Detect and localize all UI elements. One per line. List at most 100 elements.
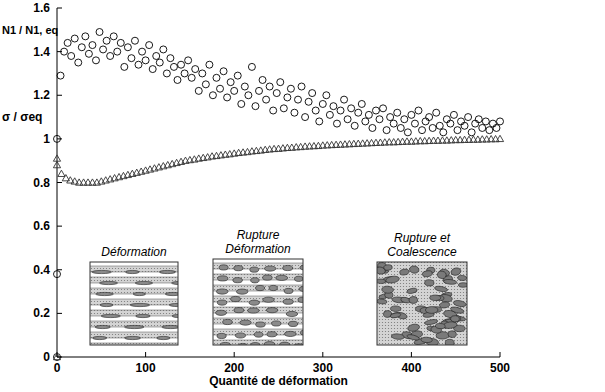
point bbox=[436, 122, 443, 129]
schematic-band-edge bbox=[90, 343, 178, 344]
schematic-drop bbox=[390, 312, 401, 318]
point bbox=[54, 135, 61, 142]
point bbox=[167, 55, 174, 62]
schematic-drop bbox=[231, 296, 241, 301]
point bbox=[319, 100, 326, 107]
point bbox=[71, 178, 78, 184]
schematic-content bbox=[377, 262, 467, 345]
point bbox=[472, 120, 479, 127]
schematic-drop bbox=[172, 314, 178, 317]
point bbox=[96, 28, 103, 35]
schematic-band-edge bbox=[213, 263, 303, 264]
y-tick-label: 1.6 bbox=[33, 1, 50, 15]
point bbox=[419, 127, 426, 134]
schematic-drop bbox=[264, 266, 275, 271]
point bbox=[114, 48, 121, 55]
schematic-drop bbox=[450, 306, 465, 315]
point bbox=[54, 354, 61, 361]
point bbox=[209, 92, 216, 99]
point bbox=[149, 66, 156, 73]
schematic-drop bbox=[172, 281, 178, 284]
point bbox=[287, 85, 294, 92]
series-label: N1 / N1, eq bbox=[2, 24, 58, 36]
schematic-drop bbox=[430, 295, 441, 301]
y-tick bbox=[57, 95, 62, 96]
point bbox=[181, 70, 188, 77]
schematic-band-edge bbox=[213, 329, 303, 330]
schematic-drop bbox=[233, 278, 243, 283]
y-tick bbox=[57, 8, 62, 9]
point bbox=[465, 114, 472, 121]
series bbox=[53, 135, 503, 359]
point bbox=[479, 124, 486, 131]
point bbox=[404, 129, 411, 136]
point bbox=[266, 83, 273, 90]
point bbox=[85, 50, 92, 57]
schematic-drop bbox=[249, 300, 260, 305]
point bbox=[78, 44, 85, 51]
point bbox=[231, 87, 238, 94]
schematic-ground bbox=[213, 259, 303, 345]
schematic-drop bbox=[236, 289, 248, 294]
point bbox=[259, 76, 266, 83]
point bbox=[429, 124, 436, 131]
schematic-drop bbox=[165, 292, 178, 295]
schematic-band-edge bbox=[213, 340, 303, 341]
point bbox=[121, 63, 128, 70]
y-tick bbox=[57, 51, 62, 52]
schematic-drop bbox=[125, 336, 141, 339]
schematic-drop bbox=[381, 286, 393, 294]
point bbox=[372, 107, 379, 114]
point bbox=[280, 105, 287, 112]
point bbox=[380, 105, 387, 112]
schematic-drop bbox=[234, 308, 244, 313]
point bbox=[103, 37, 110, 44]
point bbox=[305, 98, 312, 105]
schematic-drop bbox=[250, 267, 259, 272]
schematic-drop bbox=[450, 315, 459, 322]
schematic-drop bbox=[235, 333, 246, 338]
schematic-drop bbox=[159, 270, 175, 273]
x-tick bbox=[322, 352, 323, 357]
point bbox=[142, 57, 149, 64]
plot-area bbox=[53, 28, 503, 360]
x-tick bbox=[500, 352, 501, 357]
point bbox=[58, 170, 65, 176]
schematic-drop bbox=[439, 301, 450, 308]
point bbox=[107, 52, 114, 59]
point bbox=[493, 124, 500, 131]
point bbox=[238, 100, 245, 107]
schematic-band-edge bbox=[90, 277, 178, 278]
point bbox=[64, 39, 71, 46]
point bbox=[131, 37, 138, 44]
schematic-drop bbox=[445, 339, 454, 345]
point bbox=[426, 114, 433, 121]
point bbox=[185, 57, 192, 64]
point bbox=[390, 120, 397, 127]
point bbox=[309, 90, 316, 97]
schematic-drop bbox=[96, 292, 114, 295]
schematic-drop bbox=[264, 342, 275, 345]
point bbox=[408, 111, 415, 118]
schematic-drop bbox=[101, 314, 120, 317]
y-tick-label: 1.4 bbox=[33, 45, 50, 59]
schematic-drop bbox=[286, 311, 297, 316]
schematic-drop bbox=[284, 331, 296, 336]
schematic-drop bbox=[409, 265, 419, 273]
schematic-drop bbox=[157, 336, 171, 339]
schematic-drop bbox=[95, 325, 110, 328]
schematic-drop bbox=[453, 300, 467, 308]
point bbox=[163, 70, 170, 77]
schematic-drop bbox=[251, 278, 259, 283]
x-tick-label: 0 bbox=[54, 361, 61, 375]
point bbox=[53, 161, 60, 167]
point bbox=[117, 39, 124, 46]
schematic-drop bbox=[216, 289, 228, 294]
schematic-drop bbox=[263, 297, 275, 302]
point bbox=[82, 33, 89, 40]
point bbox=[192, 66, 199, 73]
schematic-band-edge bbox=[90, 321, 178, 322]
point bbox=[188, 74, 195, 81]
schematic-band-edge bbox=[90, 299, 178, 300]
point bbox=[224, 94, 231, 101]
